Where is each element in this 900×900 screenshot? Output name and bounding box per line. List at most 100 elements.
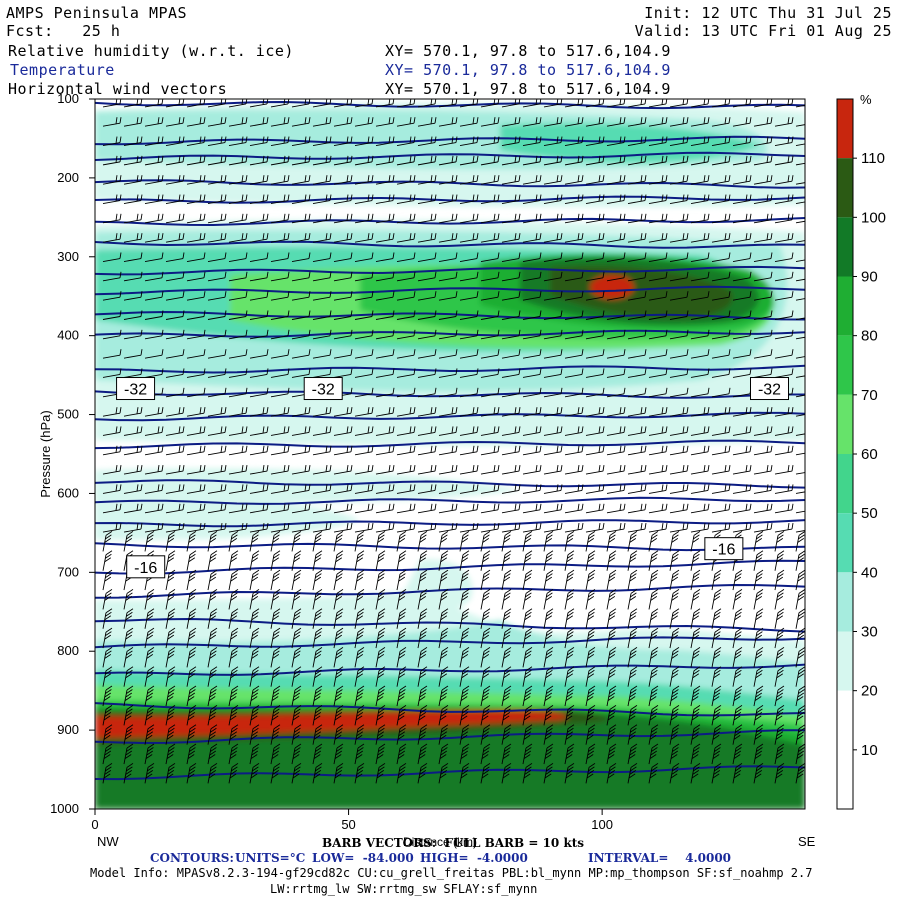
wind-barb — [102, 647, 113, 668]
wind-barb — [354, 213, 374, 224]
wind-barb — [585, 117, 605, 127]
wind-barb — [228, 685, 239, 707]
wind-barb — [249, 271, 269, 282]
wind-barb — [711, 117, 731, 127]
wind-barb — [774, 627, 785, 649]
wind-barb — [354, 407, 374, 417]
wind-barb — [564, 465, 584, 475]
x-tick-label: 50 — [341, 817, 355, 832]
wind-barb — [186, 99, 206, 108]
wind-barb — [585, 368, 605, 378]
wind-barb — [585, 685, 596, 707]
wind-barb — [774, 589, 785, 610]
wind-barb — [522, 743, 533, 765]
wind-barb — [564, 117, 584, 127]
wind-barb — [669, 724, 680, 745]
wind-barb — [501, 117, 521, 127]
wind-barb — [249, 685, 260, 707]
wind-barb — [459, 349, 479, 359]
wind-barb — [333, 445, 353, 456]
colorbar-segment — [837, 454, 853, 514]
init-time: Init: 12 UTC Thu 31 Jul 25 — [644, 4, 892, 22]
wind-barb — [627, 329, 647, 340]
wind-barb — [102, 569, 113, 591]
wind-barb — [144, 608, 155, 629]
wind-barb — [438, 503, 458, 514]
wind-barb — [396, 685, 407, 707]
wind-barb — [648, 99, 668, 108]
wind-barb — [480, 407, 500, 417]
wind-barb — [795, 666, 805, 687]
wind-barb — [774, 99, 794, 108]
wind-barb — [585, 310, 605, 320]
plot-frame — [94, 98, 806, 810]
wind-barb — [207, 194, 227, 204]
wind-barb — [375, 407, 395, 417]
contours-units: UNITS=°C — [235, 851, 306, 865]
wind-barb — [270, 465, 290, 475]
wind-barb — [102, 194, 122, 204]
wind-barb — [144, 407, 164, 417]
wind-barb — [774, 523, 794, 533]
wind-barb — [207, 233, 227, 243]
wind-barb — [186, 743, 197, 765]
wind-barb — [102, 724, 113, 745]
wind-barb — [375, 387, 395, 398]
wind-barb — [102, 743, 113, 765]
rh-field — [95, 99, 805, 809]
isotherm — [95, 439, 805, 450]
wind-barb — [753, 136, 773, 146]
wind-barb — [354, 387, 374, 398]
wind-barb — [270, 155, 290, 166]
wind-barb — [291, 465, 311, 475]
wind-barb — [522, 117, 542, 127]
wind-barb — [165, 569, 176, 591]
wind-barb — [375, 349, 395, 359]
wind-barb — [480, 705, 491, 726]
wind-barb — [669, 194, 689, 204]
wind-barb — [354, 368, 374, 378]
wind-barb — [417, 531, 428, 552]
wind-barb — [123, 484, 143, 494]
wind-barb — [312, 685, 323, 707]
y-tick-label: 700 — [57, 564, 79, 579]
wind-barb — [711, 743, 722, 765]
wind-barb — [711, 136, 731, 146]
wind-barb — [732, 310, 752, 320]
wind-barb — [123, 550, 134, 571]
wind-barb — [627, 608, 638, 629]
wind-barb — [396, 213, 416, 224]
wind-barb — [396, 310, 416, 320]
wind-barb — [501, 762, 512, 784]
wind-barb — [585, 762, 596, 784]
wind-barb — [501, 329, 521, 340]
wind-barb — [753, 291, 773, 301]
wind-barb — [354, 117, 374, 127]
wind-barb — [186, 569, 197, 591]
wind-barb — [186, 627, 197, 649]
wind-barb — [459, 155, 479, 166]
wind-barb — [249, 368, 269, 378]
wind-barb — [522, 685, 533, 707]
wind-barb — [585, 589, 596, 610]
isotherm — [95, 151, 805, 161]
y-tick-label: 800 — [57, 643, 79, 658]
wind-barb — [459, 329, 479, 340]
wind-barb — [102, 271, 122, 282]
wind-barb — [669, 291, 689, 301]
wind-barb — [774, 531, 785, 552]
wind-barb — [291, 569, 302, 591]
wind-barb — [207, 685, 218, 707]
wind-barb — [312, 136, 332, 146]
temperature-label: -16 — [134, 560, 157, 577]
wind-barb — [564, 213, 584, 224]
wind-barb — [186, 608, 197, 629]
wind-barb — [480, 685, 491, 707]
wind-barb — [375, 484, 395, 494]
wind-barb — [207, 608, 218, 629]
wind-barb — [438, 252, 458, 262]
wind-barb — [585, 291, 605, 301]
wind-barb — [207, 484, 227, 494]
wind-barb — [438, 705, 449, 726]
wind-barb — [732, 175, 752, 185]
